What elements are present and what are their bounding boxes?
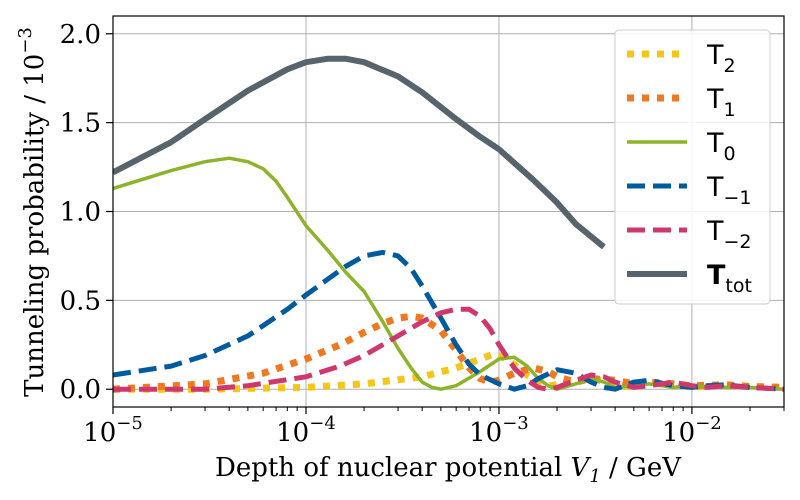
axes: 10−5 10−4 10−3 10−2 0.0 0.5 1.0 1.5 2.0 — [60, 20, 785, 448]
x-tick-label: 10−4 — [276, 413, 336, 448]
y-tick-label: 2.0 — [60, 20, 101, 50]
y-tick-label: 0.0 — [60, 375, 101, 405]
x-tick-label: 10−3 — [469, 413, 529, 448]
x-tick-label: 10−5 — [83, 413, 143, 448]
legend-box — [614, 29, 771, 305]
legend-label-tm2: T−2 — [706, 216, 752, 253]
y-tick-label: 0.5 — [60, 286, 101, 316]
y-tick-label: 1.5 — [60, 109, 101, 139]
y-tick-label: 1.0 — [60, 198, 101, 228]
series-line-ttot — [113, 55, 606, 250]
legend-label-t0: T0 — [706, 128, 736, 165]
legend-label-t1: T1 — [706, 84, 736, 121]
x-axis-title: Depth of nuclear potential V1 / GeV — [215, 453, 682, 487]
legend-label-tm1: T−1 — [706, 172, 752, 209]
series-layer — [113, 55, 784, 393]
x-tick-label: 10−2 — [662, 413, 722, 448]
legend-label-t2: T2 — [706, 40, 736, 77]
legend: T2 T1 T0 T−1 T−2 Ttot — [614, 29, 771, 305]
y-axis-title: Tunneling probability / 10−3 — [15, 27, 50, 397]
legend-label-ttot: Ttot — [707, 260, 752, 297]
